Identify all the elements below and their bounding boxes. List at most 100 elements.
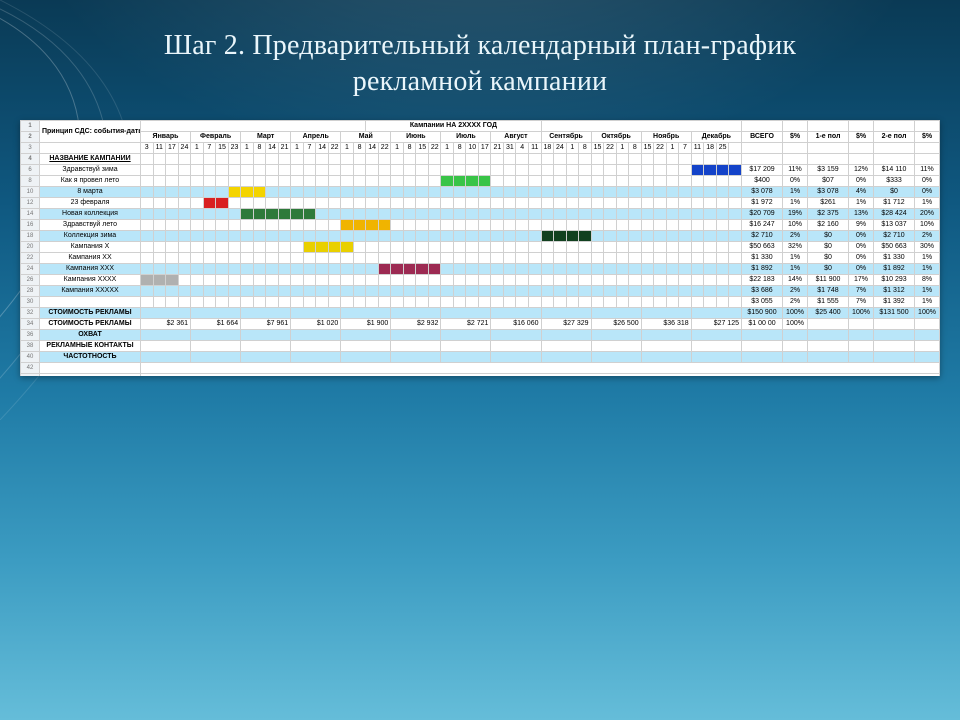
summary-row: 40ЧАСТОТНОСТЬ (21, 352, 940, 363)
gantt-bar-cell (166, 275, 179, 286)
gantt-bar-cell (729, 165, 742, 176)
campaign-name: Кампания XXXXX (40, 286, 141, 297)
gantt-table: 1Принцип СДС: события-даты-сезоныКампани… (20, 120, 940, 376)
campaign-row: 22Кампания XX$1 3301%$00%$1 3301% (21, 253, 940, 264)
gantt-bar-cell (328, 242, 341, 253)
gantt-bar-cell (428, 264, 441, 275)
gantt-bar-cell (478, 176, 491, 187)
month-header: Февраль (191, 132, 241, 143)
month-header: Май (341, 132, 391, 143)
spreadsheet-gantt: 1Принцип СДС: события-даты-сезоныКампани… (20, 120, 940, 376)
campaign-row: 30$3 0552%$1 5557%$1 3921% (21, 297, 940, 308)
campaign-row: 108 марта$3 0781%$3 0784%$00% (21, 187, 940, 198)
slide-title: Шаг 2. Предварительный календарный план-… (0, 28, 960, 100)
gantt-bar-cell (341, 220, 354, 231)
campaign-row: 1223 февраля$1 9721%$2611%$1 7121% (21, 198, 940, 209)
gantt-bar-cell (303, 242, 316, 253)
summary-label: СТОИМОСТЬ РЕКЛАМЫ (40, 308, 141, 319)
month-header: Сентябрь (541, 132, 591, 143)
gantt-bar-cell (391, 264, 404, 275)
title-line-1: Шаг 2. Предварительный календарный план-… (164, 30, 796, 61)
gantt-bar-cell (291, 209, 304, 220)
gantt-bar-cell (579, 231, 592, 242)
month-header: Октябрь (591, 132, 641, 143)
gantt-bar-cell (366, 220, 379, 231)
campaign-name: 8 марта (40, 187, 141, 198)
gantt-bar-cell (566, 231, 579, 242)
gantt-bar-cell (716, 165, 729, 176)
totals-header: $% (849, 132, 874, 143)
gantt-bar-cell (378, 220, 391, 231)
campaign-name: 23 февраля (40, 198, 141, 209)
totals-header: ВСЕГО (742, 132, 783, 143)
gantt-bar-cell (228, 187, 241, 198)
summary-label: СТОИМОСТЬ РЕКЛАМЫ (40, 319, 141, 330)
slide: Шаг 2. Предварительный календарный план-… (0, 0, 960, 720)
campaign-name: Кампания XXXX (40, 275, 141, 286)
sheet-title: Кампании НА 2ХХХХ ГОД (366, 121, 541, 132)
campaign-row: 14Новая коллекция$20 70919%$2 37513%$28 … (21, 209, 940, 220)
campaign-name (40, 297, 141, 308)
gantt-bar-cell (241, 187, 254, 198)
totals-header: $% (783, 132, 808, 143)
month-header: Ноябрь (641, 132, 691, 143)
title-line-2: рекламной кампании (353, 66, 607, 97)
summary-row: 32СТОИМОСТЬ РЕКЛАМЫ$150 900100%$25 40010… (21, 308, 940, 319)
gantt-bar-cell (153, 275, 166, 286)
campaign-name: Новая коллекция (40, 209, 141, 220)
campaign-name-header: НАЗВАНИЕ КАМПАНИИ (40, 154, 141, 165)
gantt-bar-cell (416, 264, 429, 275)
month-header: Июль (441, 132, 491, 143)
summary-row: 34СТОИМОСТЬ РЕКЛАМЫ$2 361$1 664$7 961$1 … (21, 319, 940, 330)
totals-header: 1-е пол (808, 132, 849, 143)
month-header: Июнь (391, 132, 441, 143)
gantt-bar-cell (704, 165, 717, 176)
gantt-bar-cell (403, 264, 416, 275)
month-header: Август (491, 132, 541, 143)
gantt-bar-cell (316, 242, 329, 253)
campaign-name: Кампания XXX (40, 264, 141, 275)
campaign-name: Кампания XX (40, 253, 141, 264)
gantt-bar-cell (341, 242, 354, 253)
campaign-name: Здравствуй лето (40, 220, 141, 231)
sheet-principle: Принцип СДС: события-даты-сезоны (40, 121, 141, 143)
campaign-row: 8Как я провел лето$4000%$070%$3330% (21, 176, 940, 187)
month-header: Апрель (291, 132, 341, 143)
campaign-row: 26Кампания XXXX$22 18314%$11 90017%$10 2… (21, 275, 940, 286)
gantt-bar-cell (353, 220, 366, 231)
campaign-row: 28Кампания XXXXX$3 6862%$1 7487%$1 3121% (21, 286, 940, 297)
month-header: Март (241, 132, 291, 143)
gantt-bar-cell (278, 209, 291, 220)
summary-row: 38РЕКЛАМНЫЕ КОНТАКТЫ (21, 341, 940, 352)
gantt-bar-cell (441, 176, 454, 187)
campaign-row: 6Здравствуй зима$17 20911%$3 15912%$14 1… (21, 165, 940, 176)
gantt-bar-cell (541, 231, 554, 242)
gantt-bar-cell (453, 176, 466, 187)
gantt-bar-cell (241, 209, 254, 220)
gantt-bar-cell (378, 264, 391, 275)
campaign-name: Коллекция зима (40, 231, 141, 242)
summary-row: 36ОХВАТ (21, 330, 940, 341)
campaign-row: 16Здравствуй лето$16 24710%$2 1609%$13 0… (21, 220, 940, 231)
gantt-bar-cell (216, 198, 229, 209)
summary-label: ОХВАТ (40, 330, 141, 341)
gantt-bar-cell (266, 209, 279, 220)
month-header: Декабрь (691, 132, 741, 143)
totals-header: 2-е пол (874, 132, 915, 143)
gantt-bar-cell (466, 176, 479, 187)
campaign-name: Кампания X (40, 242, 141, 253)
campaign-row: 24Кампания XXX$1 8921%$00%$1 8921% (21, 264, 940, 275)
gantt-bar-cell (691, 165, 704, 176)
campaign-name: Здравствуй зима (40, 165, 141, 176)
campaign-row: 20Кампания X$50 66332%$00%$50 66330% (21, 242, 940, 253)
gantt-bar-cell (554, 231, 567, 242)
month-header: Январь (141, 132, 191, 143)
totals-header: $% (915, 132, 940, 143)
summary-label: РЕКЛАМНЫЕ КОНТАКТЫ (40, 341, 141, 352)
gantt-bar-cell (141, 275, 154, 286)
summary-label: ЧАСТОТНОСТЬ (40, 352, 141, 363)
gantt-bar-cell (253, 187, 266, 198)
gantt-bar-cell (253, 209, 266, 220)
campaign-row: 18Коллекция зима$2 7102%$00%$2 7102% (21, 231, 940, 242)
gantt-bar-cell (303, 209, 316, 220)
